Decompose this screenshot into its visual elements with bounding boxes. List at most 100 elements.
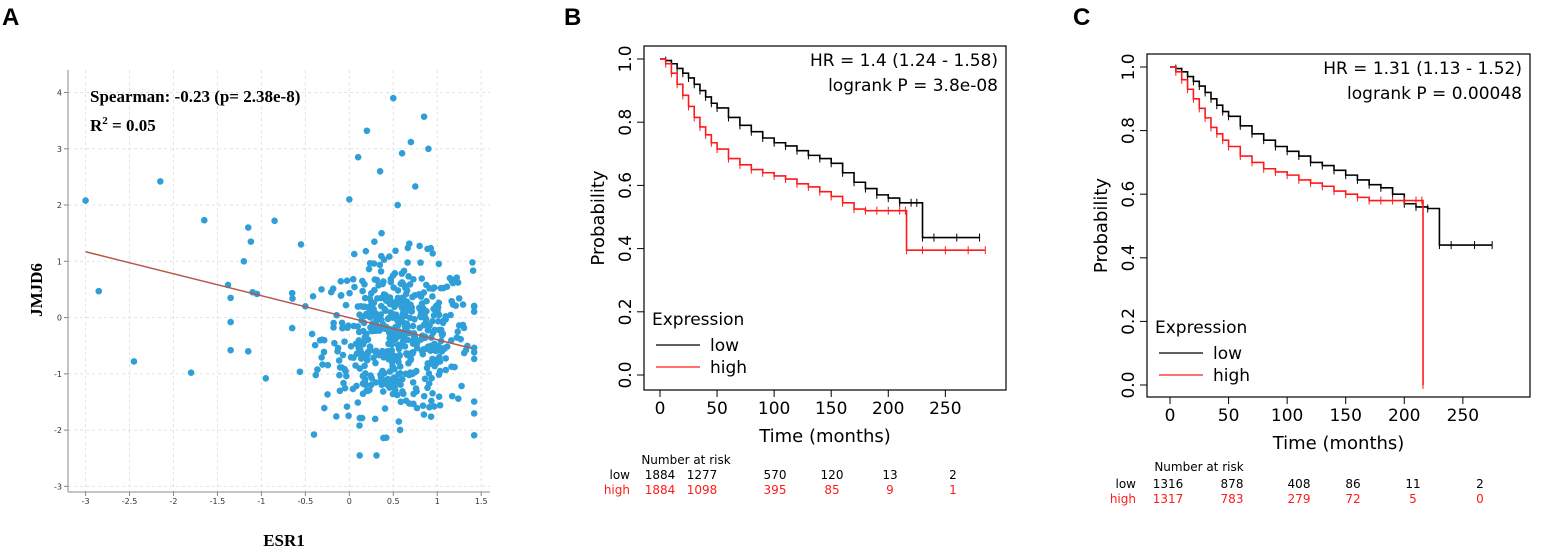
scatter-point — [411, 183, 419, 190]
legend-label-low: low — [1213, 344, 1242, 364]
scatter-point — [454, 328, 462, 336]
scatter-point — [417, 259, 424, 266]
x-tick-label: 50 — [706, 399, 728, 419]
scatter-point — [470, 355, 478, 363]
scatter-point — [397, 332, 405, 340]
risk-value: 13 — [882, 468, 897, 482]
scatter-point — [448, 392, 456, 400]
scatter-point — [420, 411, 428, 418]
risk-row-label-high: high — [604, 483, 630, 497]
scatter-point — [347, 342, 355, 350]
scatter-point — [428, 397, 435, 405]
scatter-point — [329, 285, 337, 293]
scatter-point — [345, 412, 352, 420]
scatter-point — [288, 289, 296, 297]
scatter-point — [244, 224, 252, 231]
y-tick-label: 0.8 — [1119, 117, 1139, 144]
x-tick-label: -2.5 — [122, 497, 138, 506]
scatter-point — [430, 305, 437, 313]
scatter-point — [356, 311, 363, 318]
scatter-point — [396, 426, 404, 434]
survival-plot-b: 0 50 100 150 200 250 0.0 0.2 0.4 0.6 0.8 1.0 Time (m… — [588, 45, 1007, 497]
plot-frame — [1146, 53, 1531, 398]
risk-value: 72 — [1345, 492, 1360, 506]
scatter-point — [82, 197, 89, 204]
scatter-point — [396, 377, 404, 385]
scatter-point — [394, 287, 402, 294]
scatter-point — [462, 346, 470, 354]
scatter-point — [429, 293, 436, 300]
scatter-point — [416, 242, 423, 250]
scatter-point — [395, 370, 402, 378]
scatter-point — [389, 94, 397, 102]
scatter-point — [425, 145, 432, 153]
scatter-point — [314, 366, 321, 373]
scatter-point — [442, 366, 450, 374]
scatter-point — [343, 372, 350, 380]
scatter-point — [387, 278, 395, 286]
x-axis-title: Time (months) — [1272, 433, 1405, 454]
scatter-point — [297, 241, 305, 248]
risk-value: 2 — [1476, 477, 1484, 491]
scatter-point — [352, 362, 359, 369]
logrank-text: logrank P = 0.00048 — [1347, 84, 1522, 104]
scatter-point — [324, 391, 331, 398]
scatter-point — [470, 308, 478, 315]
scatter-point — [349, 275, 357, 283]
scatter-point — [459, 301, 467, 308]
scatter-point — [469, 259, 476, 266]
scatter-point — [367, 381, 375, 389]
x-tick-label: 200 — [872, 399, 904, 419]
x-tick-label: 200 — [1388, 406, 1420, 426]
y-tick-label: 4 — [57, 89, 62, 98]
scatter-point — [404, 259, 411, 266]
scatter-point — [443, 283, 451, 290]
risk-table-header: Number at risk — [1154, 460, 1243, 474]
scatter-point — [337, 291, 345, 299]
risk-value: 878 — [1221, 477, 1244, 491]
legend-label-low: low — [710, 336, 739, 356]
scatter-point — [361, 362, 368, 370]
y-tick-label: -2 — [54, 426, 62, 435]
scatter-point — [335, 357, 343, 364]
scatter-point — [405, 273, 412, 280]
scatter-point — [449, 279, 457, 287]
legend-label-high: high — [1213, 366, 1250, 386]
scatter-point — [410, 390, 417, 398]
scatter-point — [377, 311, 385, 318]
scatter-point — [407, 356, 414, 364]
scatter-point — [429, 390, 436, 397]
scatter-point — [453, 274, 461, 281]
scatter-point — [359, 287, 366, 295]
scatter-point — [372, 359, 379, 367]
scatter-point — [350, 322, 358, 330]
scatter-point — [410, 275, 417, 283]
x-tick-label: -1.5 — [210, 497, 226, 506]
scatter-point — [420, 113, 428, 121]
scatter-point — [429, 285, 437, 292]
scatter-point — [341, 365, 348, 373]
scatter-point — [371, 415, 379, 423]
scatter-point — [448, 297, 455, 305]
scatter-point — [394, 317, 401, 324]
scatter-point — [376, 167, 384, 175]
scatter-point — [324, 361, 332, 369]
scatter-point — [319, 361, 326, 368]
scatter-point — [405, 350, 412, 358]
scatter-point — [458, 382, 465, 390]
scatter-point — [357, 355, 365, 362]
scatter-point — [366, 386, 373, 394]
scatter-point — [381, 305, 388, 313]
scatter-point — [356, 422, 363, 429]
scatter-point — [436, 401, 444, 409]
scatter-point — [399, 388, 406, 395]
scatter-point — [421, 375, 429, 383]
scatter-point — [423, 364, 431, 372]
scatter-point — [354, 153, 362, 161]
scatter-point — [368, 324, 376, 331]
x-tick-label: 50 — [1218, 406, 1240, 426]
scatter-point — [368, 374, 376, 382]
y-axis-title: JMJD6 — [27, 263, 46, 317]
scatter-point — [337, 278, 345, 285]
